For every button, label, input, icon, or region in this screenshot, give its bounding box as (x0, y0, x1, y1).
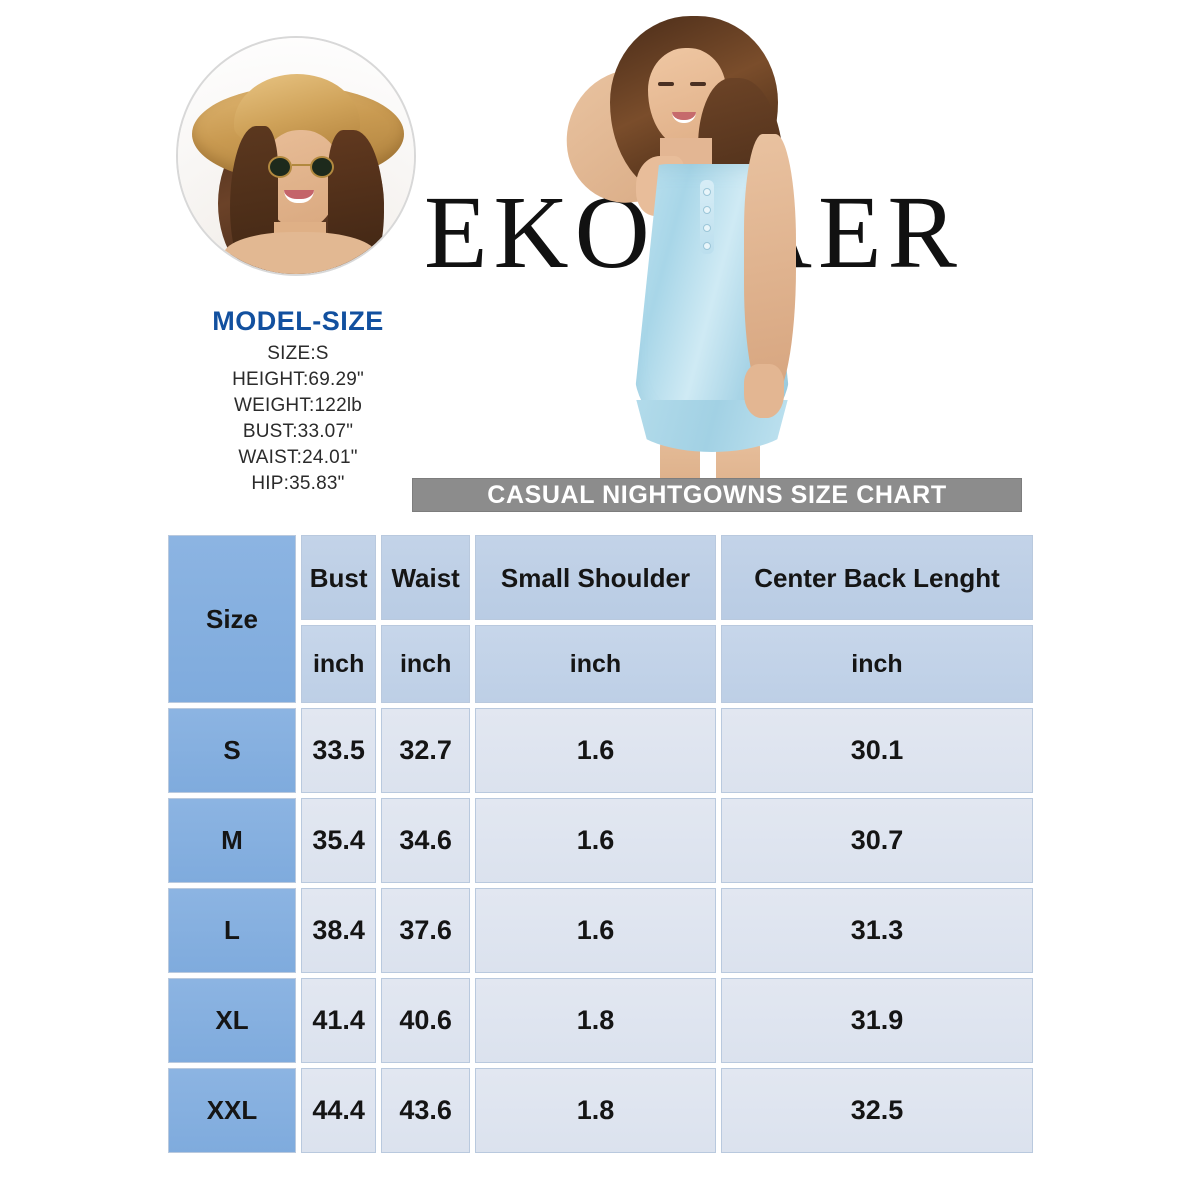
model-arm-right (744, 134, 796, 402)
row-size-label: XL (168, 978, 296, 1063)
nightgown-button (703, 188, 711, 196)
nightgown-button (703, 224, 711, 232)
sunglasses-bridge (292, 164, 312, 166)
unit-cell-waist: inch (381, 625, 470, 703)
cell-waist: 34.6 (381, 798, 470, 883)
cell-waist: 32.7 (381, 708, 470, 793)
model-size-line-height: HEIGHT:69.29" (232, 369, 364, 390)
model-size-line-bust: BUST:33.07" (242, 421, 354, 442)
avatar-smile (284, 190, 314, 203)
cell-bust: 41.4 (301, 978, 377, 1063)
sunglasses-lens-left (268, 156, 292, 178)
header-cell-bust: Bust (301, 535, 377, 620)
model-size-line-size: SIZE:S (267, 343, 329, 364)
model-lips (672, 112, 696, 123)
nightgown-button-placket (700, 180, 714, 254)
cell-center-back-lenght: 30.7 (720, 798, 1033, 883)
table-header-row: Size Bust Waist Small Shoulder Center Ba… (168, 535, 1033, 703)
header-cell-small-shoulder: Small Shoulder (475, 535, 716, 620)
size-chart-banner-text: CASUAL NIGHTGOWNS SIZE CHART (487, 480, 947, 509)
model-size-block: MODEL-SIZE SIZE:S HEIGHT:69.29" WEIGHT:1… (158, 306, 438, 497)
table-row: L 38.4 37.6 1.6 31.3 (168, 888, 1033, 973)
cell-small-shoulder: 1.6 (475, 798, 716, 883)
model-headshot-avatar (176, 36, 416, 276)
row-size-label: S (168, 708, 296, 793)
cell-bust: 33.5 (301, 708, 377, 793)
cell-small-shoulder: 1.8 (475, 978, 716, 1063)
cell-waist: 40.6 (381, 978, 470, 1063)
table-row: M 35.4 34.6 1.6 30.7 (168, 798, 1033, 883)
model-eye-left (658, 82, 674, 86)
header-cell-center-back-lenght: Center Back Lenght (720, 535, 1033, 620)
nightgown-button (703, 242, 711, 250)
header-cell-waist: Waist (381, 535, 470, 620)
model-product-photo (548, 8, 838, 508)
table-row: XL 41.4 40.6 1.8 31.9 (168, 978, 1033, 1063)
size-chart-table: Size Bust Waist Small Shoulder Center Ba… (163, 530, 1038, 1158)
model-size-line-hip: HIP:35.83" (251, 473, 345, 494)
table-unit-row: inch inch inch inch (168, 625, 1033, 703)
cell-waist: 43.6 (381, 1068, 470, 1153)
table-row: XXL 44.4 43.6 1.8 32.5 (168, 1068, 1033, 1153)
sunglasses-lens-right (310, 156, 334, 178)
model-eye-right (690, 82, 706, 86)
model-size-line-weight: WEIGHT:122lb (233, 395, 363, 416)
model-hand (744, 364, 784, 418)
cell-center-back-lenght: 31.3 (720, 888, 1033, 973)
cell-bust: 44.4 (301, 1068, 377, 1153)
cell-small-shoulder: 1.6 (475, 888, 716, 973)
row-size-label: XXL (168, 1068, 296, 1153)
unit-cell-center-back-lenght: inch (720, 625, 1033, 703)
size-chart-banner: CASUAL NIGHTGOWNS SIZE CHART (412, 478, 1022, 512)
sunglasses-icon (266, 156, 338, 178)
avatar-shoulders (224, 232, 376, 274)
unit-cell-small-shoulder: inch (475, 625, 716, 703)
cell-bust: 35.4 (301, 798, 377, 883)
row-size-label: L (168, 888, 296, 973)
cell-small-shoulder: 1.8 (475, 1068, 716, 1153)
cell-center-back-lenght: 32.5 (720, 1068, 1033, 1153)
header-cell-size: Size (168, 535, 296, 703)
nightgown-button (703, 206, 711, 214)
row-size-label: M (168, 798, 296, 883)
model-size-title: MODEL-SIZE (212, 306, 384, 336)
cell-bust: 38.4 (301, 888, 377, 973)
cell-waist: 37.6 (381, 888, 470, 973)
unit-cell-bust: inch (301, 625, 377, 703)
cell-small-shoulder: 1.6 (475, 708, 716, 793)
cell-center-back-lenght: 30.1 (720, 708, 1033, 793)
cell-center-back-lenght: 31.9 (720, 978, 1033, 1063)
table-row: S 33.5 32.7 1.6 30.1 (168, 708, 1033, 793)
model-size-line-waist: WAIST:24.01" (238, 447, 358, 468)
